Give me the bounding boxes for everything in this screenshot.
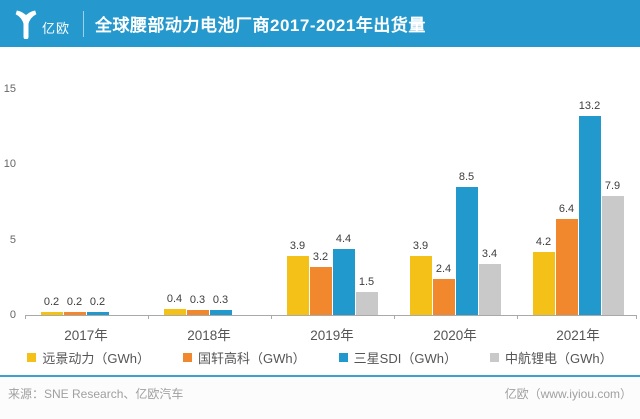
bar-value-label: 3.4 bbox=[481, 248, 498, 260]
x-axis-tick bbox=[636, 315, 637, 319]
x-axis-category-label: 2021年 bbox=[556, 328, 600, 343]
bar-value-label: 2.4 bbox=[435, 263, 452, 275]
bar-value-label: 13.2 bbox=[578, 100, 601, 112]
bar-2018年-series2 bbox=[209, 310, 232, 315]
source-text: 来源：SNE Research、亿欧汽车 bbox=[8, 387, 184, 401]
bar-2020年-series0 bbox=[409, 256, 432, 315]
footer-bar: 来源：SNE Research、亿欧汽车 亿欧（www.iyiou.com） bbox=[0, 377, 640, 419]
brand-name: 亿欧 bbox=[42, 20, 71, 36]
bar-2021年-series0 bbox=[532, 252, 555, 315]
footer-separator bbox=[0, 375, 640, 377]
legend-swatch-icon bbox=[489, 353, 499, 362]
legend-swatch-icon bbox=[27, 353, 37, 362]
brand-logo: 亿欧 bbox=[13, 9, 70, 39]
x-axis-tick bbox=[270, 315, 272, 319]
bar-2021年-series3 bbox=[601, 196, 624, 315]
bar-2017年-series0 bbox=[40, 312, 63, 315]
bar-value-label: 0.3 bbox=[212, 294, 229, 306]
bar-value-label: 1.5 bbox=[358, 276, 375, 288]
page-title: 全球腰部动力电池厂商2017-2021年出货量 bbox=[95, 16, 426, 35]
bar-2020年-series1 bbox=[432, 279, 455, 315]
bar-value-label: 0.4 bbox=[166, 293, 183, 305]
x-axis-tick bbox=[393, 315, 395, 319]
x-axis-line bbox=[25, 315, 637, 316]
y-axis-tick-label: 10 bbox=[3, 158, 16, 171]
bar-value-label: 8.5 bbox=[458, 171, 475, 183]
legend-label: 远景动力（GWh） bbox=[42, 351, 151, 366]
x-axis-tick bbox=[24, 315, 26, 319]
bar-2019年-series3 bbox=[355, 292, 378, 315]
legend-item: 国轩高科（GWh） bbox=[183, 348, 306, 367]
bar-2020年-series2 bbox=[455, 187, 478, 315]
x-axis-category-label: 2018年 bbox=[187, 328, 231, 343]
bar-2020年-series3 bbox=[478, 264, 501, 315]
bar-value-label: 7.9 bbox=[604, 180, 621, 192]
legend-swatch-icon bbox=[183, 353, 193, 362]
bar-2019年-series2 bbox=[332, 249, 355, 315]
header-divider bbox=[83, 10, 85, 37]
bar-value-label: 4.4 bbox=[335, 233, 352, 245]
bar-chart: 0 5 10 15 2017年 0.2 0.2 0.2 2018年 0.4 0.3 0.3 2019年 3… bbox=[0, 47, 640, 347]
bar-2018年-series1 bbox=[186, 310, 209, 315]
bar-2018年-series0 bbox=[163, 309, 186, 315]
legend-item: 中航锂电（GWh） bbox=[489, 348, 613, 367]
legend-swatch-icon bbox=[338, 353, 348, 362]
legend-label: 三星SDI（GWh） bbox=[353, 351, 457, 366]
header-bar: 亿欧 全球腰部动力电池厂商2017-2021年出货量 bbox=[0, 0, 640, 47]
bar-2021年-series2 bbox=[578, 116, 601, 315]
legend-item: 三星SDI（GWh） bbox=[338, 348, 457, 367]
y-axis-tick-label: 15 bbox=[3, 83, 16, 96]
yiou-logo-icon bbox=[15, 10, 37, 39]
bar-2019年-series1 bbox=[309, 267, 332, 315]
y-axis-tick-label: 5 bbox=[9, 233, 16, 246]
chart-legend: 远景动力（GWh） 国轩高科（GWh） 三星SDI（GWh） 中航锂电（GWh） bbox=[0, 348, 640, 367]
site-credit: 亿欧（www.iyiou.com） bbox=[504, 387, 632, 401]
bar-2019年-series0 bbox=[286, 256, 309, 315]
x-axis-tick bbox=[147, 315, 149, 319]
x-axis-category-label: 2019年 bbox=[310, 328, 354, 343]
x-axis-category-label: 2020年 bbox=[433, 328, 477, 343]
bar-value-label: 3.9 bbox=[412, 240, 429, 252]
legend-label: 国轩高科（GWh） bbox=[198, 351, 306, 366]
bar-2017年-series2 bbox=[86, 312, 109, 315]
bar-2017年-series1 bbox=[63, 312, 86, 315]
bar-2021年-series1 bbox=[555, 219, 578, 315]
legend-item: 远景动力（GWh） bbox=[27, 348, 150, 367]
bar-value-label: 0.2 bbox=[43, 296, 60, 308]
bar-value-label: 3.2 bbox=[312, 251, 329, 263]
bar-value-label: 6.4 bbox=[558, 203, 575, 215]
x-axis-category-label: 2017年 bbox=[64, 328, 108, 343]
bar-value-label: 0.3 bbox=[189, 294, 206, 306]
x-axis-tick bbox=[516, 315, 518, 319]
bar-value-label: 0.2 bbox=[89, 296, 106, 308]
bar-value-label: 4.2 bbox=[535, 236, 552, 248]
bar-value-label: 0.2 bbox=[66, 296, 83, 308]
bar-value-label: 3.9 bbox=[289, 240, 306, 252]
legend-label: 中航锂电（GWh） bbox=[504, 351, 613, 366]
y-axis-tick-label: 0 bbox=[9, 309, 16, 321]
